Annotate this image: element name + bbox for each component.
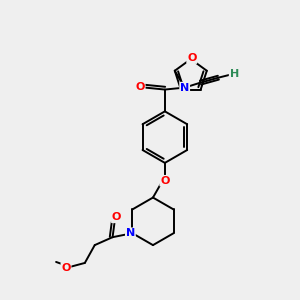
Text: O: O <box>135 82 145 92</box>
Text: O: O <box>61 263 71 273</box>
Text: N: N <box>180 82 189 93</box>
Text: O: O <box>160 176 170 186</box>
Text: O: O <box>112 212 121 222</box>
Text: O: O <box>187 53 196 63</box>
Text: N: N <box>126 228 135 238</box>
Text: H: H <box>230 69 239 79</box>
